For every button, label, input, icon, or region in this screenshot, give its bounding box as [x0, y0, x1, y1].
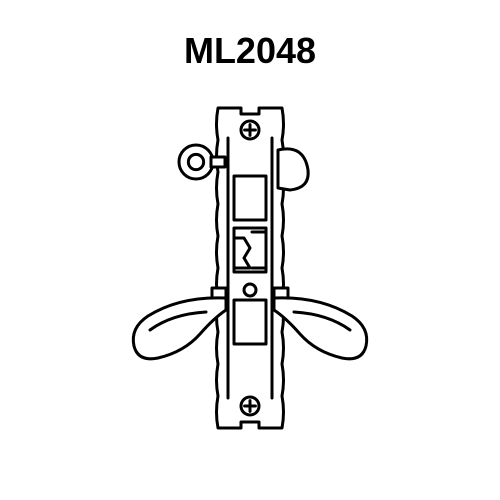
latch-bolt — [252, 232, 266, 268]
key-cylinder-plug — [188, 154, 203, 169]
lever-right — [274, 298, 367, 359]
lever-left — [133, 298, 226, 359]
faceplate-window-3 — [234, 300, 266, 344]
diagram-canvas: ML2048 — [0, 0, 500, 500]
mortise-lock-diagram — [0, 0, 500, 500]
thumbturn — [278, 149, 308, 190]
faceplate-window-1 — [234, 176, 266, 220]
key-cylinder-tail — [211, 157, 225, 167]
spindle-hub — [244, 284, 256, 296]
